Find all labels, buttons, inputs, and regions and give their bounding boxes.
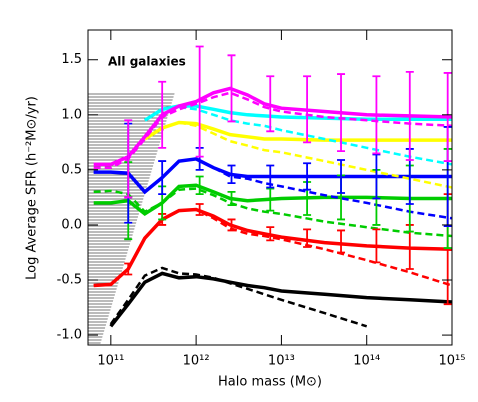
error-bar [303,162,312,191]
annotation: All galaxies [108,55,186,69]
error-bar [195,203,204,216]
error-bar [124,119,133,199]
x-tick-label: 10¹¹ [97,354,124,369]
series-line [93,157,452,220]
error-bar [124,262,133,276]
error-bar [266,187,275,212]
series-line [109,266,368,328]
y-tick-label: -1.0 [57,328,82,343]
error-bar [227,164,236,184]
error-bar [266,164,275,189]
error-bar [227,191,236,207]
error-bar [195,45,204,158]
series-line [93,207,452,288]
error-bar [195,175,204,196]
y-tick-label: -0.5 [57,273,82,288]
x-tick-label: 10¹³ [268,354,295,369]
error-bar [337,159,346,194]
error-bar [266,75,275,133]
x-tick-label: 10¹² [183,354,210,369]
series-line [178,121,452,189]
error-bar [337,73,346,153]
y-axis-label: Log Average SFR (h⁻²M⊙/yr) [25,96,40,280]
error-bar [266,226,275,242]
error-bar [227,218,236,232]
error-bar [372,75,381,155]
y-tick-label: 0.0 [61,217,82,232]
plot-area [93,45,452,328]
error-bar [405,70,414,161]
error-bar [372,228,381,264]
y-tick-label: 0.5 [61,162,82,177]
series-line [93,208,452,287]
series-line [93,86,452,167]
error-bar [227,54,236,123]
y-tick-label: 1.0 [61,107,82,122]
x-tick-label: 10¹⁴ [353,354,380,369]
frame [87,29,453,346]
error-bar [158,160,167,196]
x-axis-label: Halo mass (M⊙) [218,375,322,390]
series-line [93,183,452,217]
y-tick-label: 1.5 [61,52,82,67]
excluded-region [88,92,200,345]
series-line [93,91,452,169]
error-bar [372,153,381,200]
error-bar [337,229,346,254]
error-bar [443,72,452,162]
error-bar [303,75,312,144]
error-bar [303,228,312,248]
series-line [93,187,452,238]
x-tick-label: 10¹⁵ [439,354,466,369]
error-bar [158,80,167,149]
